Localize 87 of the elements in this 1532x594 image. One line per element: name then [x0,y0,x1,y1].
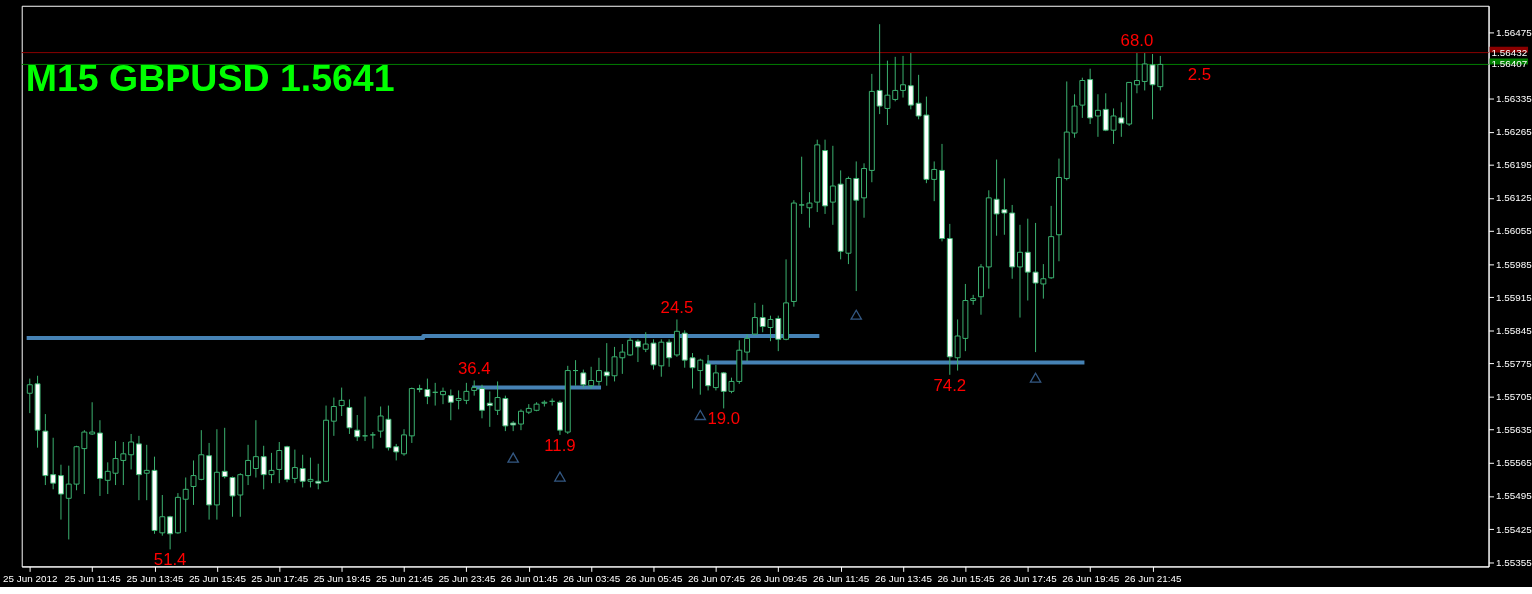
text: M15 GBPUSD 1.5641 [25,56,395,99]
candlestick [798,156,805,215]
point [554,471,566,482]
candlestick [245,444,252,486]
y-tick-label: 1.55495 [1495,490,1532,502]
candlestick [744,333,751,362]
y-tick-label: 1.55775 [1495,357,1532,369]
y-tick-label: 1.55565 [1495,457,1532,469]
x-tick-label: 26 Jun 11:45 [812,572,870,584]
candlestick [50,437,57,490]
candlestick [346,398,353,435]
y-tick-label: 1.56335 [1495,92,1532,104]
candlestick [167,515,174,550]
x-tick-label: 25 Jun 21:45 [376,572,434,584]
x-tick-label: 25 Jun 11:45 [64,572,122,584]
x-tick-label: 26 Jun 21:45 [1124,572,1183,584]
x-tick-label: 25 Jun 2012 [3,572,58,584]
x-tick-label: 25 Jun 17:45 [251,572,309,584]
x-tick-label: 25 Jun 23:45 [438,572,496,584]
candlestick [712,364,719,391]
candlestick [252,419,259,478]
x-tick-label: 26 Jun 15:45 [937,572,995,584]
y-tick-label: 1.56475 [1495,26,1532,38]
annotation: 19.0 [707,409,741,429]
x-tick-label: 26 Jun 19:45 [1062,572,1120,584]
candlestick [634,338,641,363]
ref-line-label: 1.56432 [1491,46,1528,58]
point [850,309,863,320]
y-tick-label: 1.55635 [1495,424,1532,436]
point [507,452,519,463]
annotation: 11.9 [544,435,576,455]
x-tick-label: 26 Jun 05:45 [625,572,684,584]
candlestick [89,401,96,436]
x-tick-label: 26 Jun 17:45 [999,572,1058,584]
candlestick [57,464,64,521]
candlestick [276,441,283,484]
candlestick [369,431,376,450]
candlestick [588,366,595,390]
annotation: 68.0 [1120,31,1154,51]
candlestick [128,433,135,470]
annotation: 74.2 [933,375,967,395]
x-tick-label: 25 Jun 19:45 [313,572,372,584]
candlestick [595,357,602,387]
candlestick [751,302,758,336]
candlestick [221,427,228,479]
candlestick [1094,93,1101,138]
y-tick-label: 1.56125 [1495,192,1532,204]
candlestick [673,318,680,358]
candlestick [518,408,524,431]
y-tick-label: 1.55425 [1495,523,1532,535]
y-tick-label: 1.55355 [1495,556,1532,568]
candlestick [354,414,361,442]
candlestick [1133,52,1140,94]
candlestick [627,336,634,357]
y-tick-label: 1.55985 [1495,258,1532,270]
y-tick-label: 1.55705 [1495,391,1532,403]
candlestick [666,338,673,368]
annotation: 24.5 [660,297,694,317]
x-tick-label: 26 Jun 03:45 [563,572,621,584]
candlestick [401,428,407,457]
annotation: 51.4 [153,550,187,570]
candlestick [900,55,906,99]
point [1029,372,1042,383]
y-tick-label: 1.55915 [1495,291,1532,303]
x-tick-label: 25 Jun 15:45 [188,572,247,584]
y-tick-label: 1.56265 [1495,126,1532,138]
candlestick [829,145,836,226]
candlestick [440,387,446,405]
x-tick-label: 26 Jun 07:45 [687,572,746,584]
x-tick-label: 25 Jun 13:45 [126,572,185,584]
candlestick [705,354,712,391]
x-tick-label: 26 Jun 01:45 [500,572,559,584]
annotation: 2.5 [1187,65,1211,85]
y-tick-label: 1.56055 [1495,225,1532,237]
ref-line-label: 1.56407 [1491,58,1528,70]
candlestick [291,449,298,484]
x-tick-label: 26 Jun 13:45 [875,572,933,584]
x-tick-label: 26 Jun 09:45 [750,572,808,584]
candlestick [479,384,485,419]
y-tick-label: 1.55845 [1495,324,1532,336]
y-tick-label: 1.56195 [1495,159,1532,171]
candlestick [338,387,345,417]
annotation: 36.4 [457,358,491,378]
candlestick [330,397,337,437]
candlestick [182,476,189,533]
point [694,409,707,421]
candlestick [1017,224,1023,319]
